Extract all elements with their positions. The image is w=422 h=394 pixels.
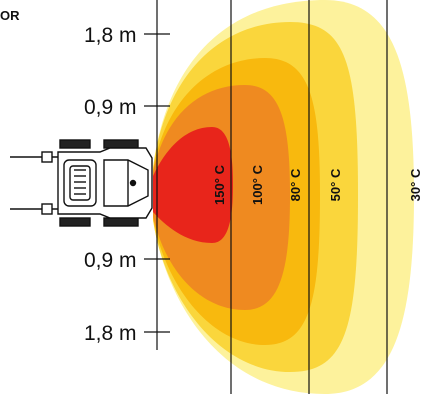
temp-label-100: 100° C	[250, 164, 265, 205]
axis-label-bottom-far: 1,8 m	[84, 322, 137, 345]
temp-label-150: 150° C	[212, 164, 227, 205]
temp-label-30: 30° C	[408, 168, 422, 201]
corner-text: OR	[0, 8, 20, 23]
loader-machine-icon	[10, 139, 153, 227]
temp-label-50: 50° C	[328, 168, 343, 201]
axis-label-top-near: 0,9 m	[84, 96, 137, 119]
zone-150c	[153, 127, 233, 243]
temp-label-80: 80° C	[288, 168, 303, 201]
axis-label-top-far: 1,8 m	[84, 24, 137, 47]
axis-label-bottom-near: 0,9 m	[84, 249, 137, 272]
axis-ticks	[144, 33, 170, 333]
